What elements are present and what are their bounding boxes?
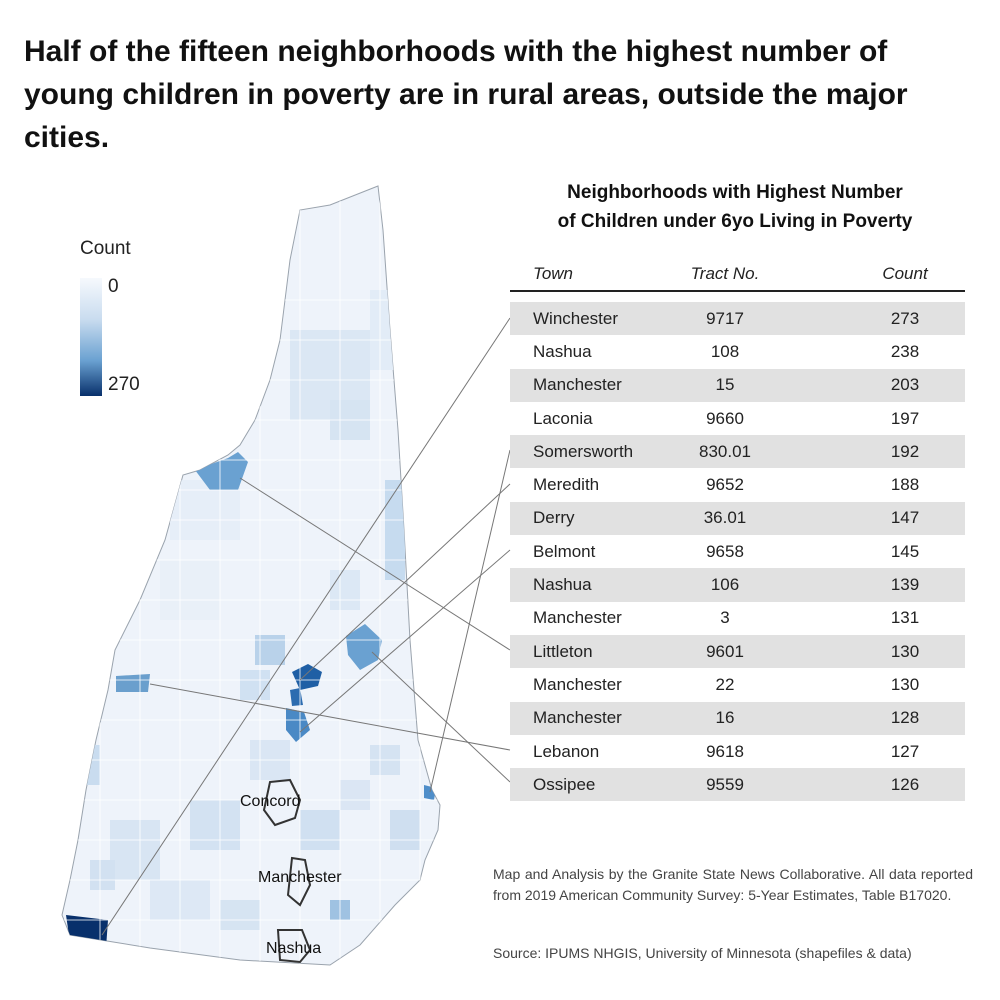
cell-count: 188 [890, 475, 920, 495]
table-row: Manchester 3 131 [510, 602, 965, 635]
table-body: Winchester 9717 273 Nashua 108 238 Manchester 1… [510, 302, 965, 802]
cell-tract: 106 [710, 575, 740, 595]
table-row: Laconia 9660 197 [510, 402, 965, 435]
city-label-nashua: Nashua [266, 940, 321, 957]
table-row: Manchester 16 128 [510, 701, 965, 735]
cell-count: 126 [890, 774, 920, 794]
table-row: Littleton 9601 130 [510, 634, 965, 669]
table-row: Meredith 9652 188 [510, 468, 965, 501]
legend-gradient [80, 278, 102, 396]
cell-tract: 9618 [706, 741, 744, 761]
legend-title: Count [80, 238, 131, 259]
cell-town: Winchester [533, 308, 619, 328]
nashua-outline [276, 929, 312, 964]
table-row: Ossipee 9559 126 [510, 768, 965, 802]
headline: Half of the fifteen neighborhoods with t… [24, 35, 908, 154]
cell-town: Lebanon [533, 741, 600, 761]
cell-town: Meredith [533, 475, 600, 495]
cell-tract: 15 [715, 375, 735, 395]
cell-count: 139 [890, 575, 920, 595]
nh-poverty-map: Concord Manchester Nashua [61, 185, 511, 966]
cell-tract: 9652 [706, 475, 744, 495]
cell-count: 131 [890, 608, 920, 628]
color-legend: Count 0 270 [80, 238, 200, 408]
cell-tract: 9658 [706, 541, 744, 561]
cell-tract: 108 [710, 341, 740, 361]
table-row: Nashua 106 139 [510, 568, 965, 602]
cell-count: 147 [890, 508, 920, 528]
cell-town: Littleton [533, 641, 593, 661]
table-title: Neighborhoods with Highest Number of Chi… [510, 178, 960, 236]
cell-count: 238 [890, 341, 920, 361]
cell-count: 197 [890, 408, 920, 428]
table-row: Manchester 15 203 [510, 368, 965, 402]
cell-town: Belmont [533, 541, 596, 561]
table-header: Town Tract No. Count [510, 258, 965, 292]
legend-max: 270 [108, 374, 140, 395]
legend-min: 0 [108, 276, 119, 297]
source-note: Source: IPUMS NHGIS, University of Minne… [493, 945, 912, 961]
cell-tract: 9601 [706, 641, 744, 661]
cell-count: 273 [890, 308, 920, 328]
cell-tract: 22 [715, 674, 735, 694]
cell-tract: 9559 [706, 774, 744, 794]
cell-town: Manchester [533, 674, 622, 694]
leader-lines [101, 317, 511, 936]
col-town-header: Town [533, 264, 574, 283]
cell-town: Manchester [533, 608, 622, 628]
cell-count: 128 [890, 708, 920, 728]
cell-count: 127 [890, 741, 920, 761]
cell-count: 145 [890, 541, 920, 561]
cell-town: Manchester [533, 375, 622, 395]
cell-town: Ossipee [533, 774, 596, 794]
col-count-header: Count [882, 264, 928, 283]
cell-town: Nashua [533, 341, 592, 361]
table-row: Manchester 22 130 [510, 668, 965, 701]
cell-town: Somersworth [533, 441, 634, 461]
table-row: Winchester 9717 273 [510, 302, 965, 336]
cell-tract: 16 [715, 708, 735, 728]
cell-tract: 3 [720, 608, 730, 628]
tract-layer [66, 290, 436, 948]
col-tract-header: Tract No. [690, 264, 760, 283]
table-row: Lebanon 9618 127 [510, 735, 965, 768]
cell-tract: 9717 [706, 308, 744, 328]
methodology-note: Map and Analysis by the Granite State Ne… [493, 866, 973, 903]
table-row: Belmont 9658 145 [510, 535, 965, 568]
city-label-concord: Concord [240, 793, 300, 810]
cell-count: 130 [890, 674, 920, 694]
city-label-manchester: Manchester [258, 869, 342, 886]
table-row: Nashua 108 238 [510, 335, 965, 368]
cell-tract: 9660 [706, 408, 744, 428]
table-title-line2: of Children under 6yo Living in Poverty [557, 211, 913, 232]
table-row: Somersworth 830.01 192 [510, 435, 965, 469]
cell-count: 203 [890, 375, 920, 395]
cell-count: 130 [890, 641, 920, 661]
cell-town: Manchester [533, 708, 622, 728]
cell-town: Derry [533, 508, 575, 528]
cell-town: Nashua [533, 575, 592, 595]
manchester-outline [286, 856, 312, 907]
neighborhood-table: Town Tract No. Count Winchester 9717 273 Na… [510, 258, 965, 802]
table-title-line1: Neighborhoods with Highest Number [567, 182, 903, 203]
concord-outline [262, 778, 302, 827]
cell-town: Laconia [533, 408, 593, 428]
table-row: Derry 36.01 147 [510, 501, 965, 536]
cell-tract: 830.01 [699, 441, 751, 461]
cell-count: 192 [890, 441, 920, 461]
cell-tract: 36.01 [703, 508, 747, 528]
